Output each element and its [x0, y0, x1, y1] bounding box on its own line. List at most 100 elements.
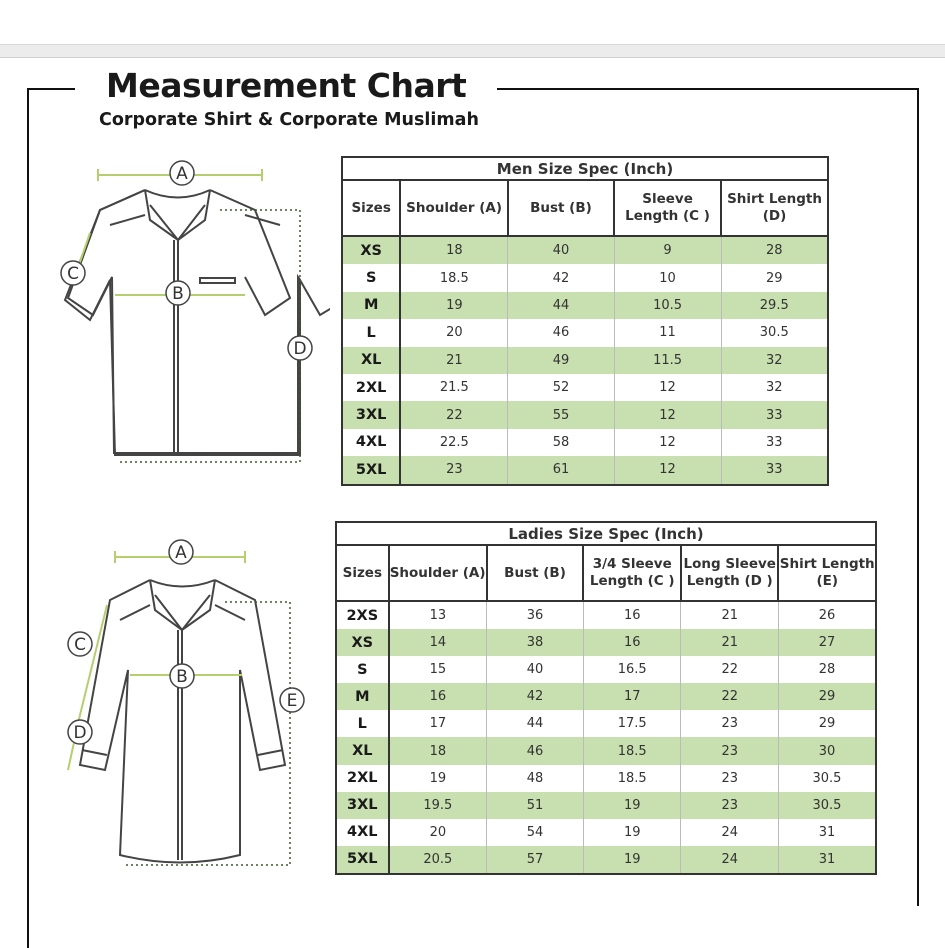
value-cell: 21 — [399, 346, 509, 374]
table-row: XS 14 38 16 21 27 — [335, 629, 877, 657]
table-row: 2XL 19 48 18.5 23 30.5 — [335, 764, 877, 792]
table-row: XL 18 46 18.5 23 30 — [335, 737, 877, 765]
column-header: Sizes — [335, 544, 390, 602]
value-cell: 29 — [720, 264, 829, 292]
column-header: Shoulder (A) — [388, 544, 488, 602]
page-title: Measurement Chart — [106, 66, 467, 105]
value-cell: 16 — [582, 601, 682, 630]
value-cell: 38 — [486, 629, 584, 657]
size-cell: S — [335, 656, 390, 684]
value-cell: 18 — [399, 236, 509, 265]
value-cell: 23 — [680, 764, 779, 792]
value-cell: 10 — [613, 264, 722, 292]
value-cell: 46 — [486, 737, 584, 765]
column-header: Bust (B) — [486, 544, 585, 602]
size-cell: L — [335, 710, 390, 738]
value-cell: 24 — [680, 845, 779, 874]
table-row: 4XL 20 54 19 24 31 — [335, 818, 877, 846]
value-cell: 42 — [507, 264, 615, 292]
value-cell: 17 — [388, 710, 488, 738]
value-cell: 27 — [777, 629, 877, 657]
value-cell: 21.5 — [399, 373, 509, 402]
value-cell: 28 — [777, 656, 877, 684]
table-row: M 16 42 17 22 29 — [335, 683, 877, 711]
value-cell: 11 — [613, 319, 722, 347]
value-cell: 58 — [507, 428, 615, 457]
size-cell: M — [341, 291, 402, 320]
size-cell: M — [335, 683, 390, 711]
value-cell: 32 — [720, 373, 829, 402]
value-cell: 42 — [486, 683, 584, 711]
value-cell: 14 — [388, 629, 488, 657]
value-cell: 20.5 — [388, 845, 488, 874]
table-row: 2XS 13 36 16 21 26 — [335, 601, 877, 630]
value-cell: 22 — [680, 683, 779, 711]
value-cell: 55 — [507, 401, 615, 429]
page-subtitle: Corporate Shirt & Corporate Muslimah — [99, 110, 479, 130]
value-cell: 46 — [507, 319, 615, 347]
table-row: 5XL 20.5 57 19 24 31 — [335, 845, 877, 874]
value-cell: 12 — [613, 456, 722, 485]
frame-border-right — [917, 88, 919, 906]
table-row: 3XL 22 55 12 33 — [341, 401, 829, 429]
value-cell: 13 — [388, 601, 488, 630]
size-cell: 2XL — [341, 373, 402, 402]
size-cell: XL — [335, 737, 390, 765]
column-header: Bust (B) — [507, 179, 616, 237]
value-cell: 16 — [582, 629, 682, 657]
men-shirt-diagram: A B C D — [60, 160, 330, 463]
value-cell: 17 — [582, 683, 682, 711]
table-row: L 17 44 17.5 23 29 — [335, 710, 877, 738]
value-cell: 17.5 — [582, 710, 682, 738]
value-cell: 33 — [720, 401, 829, 429]
value-cell: 16 — [388, 683, 488, 711]
value-cell: 54 — [486, 818, 584, 846]
size-cell: 2XL — [335, 764, 390, 792]
label-a: A — [175, 543, 187, 563]
value-cell: 22 — [399, 401, 509, 429]
value-cell: 48 — [486, 764, 584, 792]
label-d: D — [73, 723, 86, 743]
size-cell: L — [341, 319, 402, 347]
browser-top-bar — [0, 44, 945, 58]
value-cell: 22 — [680, 656, 779, 684]
value-cell: 10.5 — [613, 291, 722, 320]
value-cell: 33 — [720, 456, 829, 485]
value-cell: 57 — [486, 845, 584, 874]
value-cell: 21 — [680, 629, 779, 657]
value-cell: 12 — [613, 401, 722, 429]
label-d: D — [293, 339, 306, 359]
ladies-shirt-diagram: A B C D E — [67, 539, 305, 866]
value-cell: 22.5 — [399, 428, 509, 457]
value-cell: 49 — [507, 346, 615, 374]
value-cell: 30.5 — [777, 791, 877, 819]
value-cell: 30 — [777, 737, 877, 765]
value-cell: 23 — [680, 791, 779, 819]
value-cell: 30.5 — [720, 319, 829, 347]
value-cell: 23 — [680, 710, 779, 738]
value-cell: 19 — [582, 845, 682, 874]
value-cell: 19 — [582, 818, 682, 846]
column-header: Shoulder (A) — [399, 179, 509, 237]
size-cell: 5XL — [335, 845, 390, 874]
value-cell: 40 — [486, 656, 584, 684]
label-e: E — [287, 691, 298, 711]
value-cell: 51 — [486, 791, 584, 819]
size-cell: XS — [341, 236, 402, 265]
value-cell: 29 — [777, 683, 877, 711]
size-cell: XL — [341, 346, 402, 374]
value-cell: 30.5 — [777, 764, 877, 792]
table-row: 5XL 23 61 12 33 — [341, 456, 829, 485]
table-row: 3XL 19.5 51 19 23 30.5 — [335, 791, 877, 819]
column-header: Shirt Length (D) — [720, 179, 829, 237]
value-cell: 28 — [720, 236, 829, 265]
size-cell: 3XL — [341, 401, 402, 429]
label-b: B — [172, 284, 184, 304]
ladies-table-caption: Ladies Size Spec (Inch) — [336, 522, 876, 546]
value-cell: 26 — [777, 601, 877, 630]
table-row: 4XL 22.5 58 12 33 — [341, 428, 829, 457]
table-row: L 20 46 11 30.5 — [341, 319, 829, 347]
table-row: 2XL 21.5 52 12 32 — [341, 373, 829, 402]
men-size-table: Men Size Spec (Inch) Sizes Shoulder (A) Bu… — [341, 156, 829, 486]
label-c: C — [74, 635, 86, 655]
